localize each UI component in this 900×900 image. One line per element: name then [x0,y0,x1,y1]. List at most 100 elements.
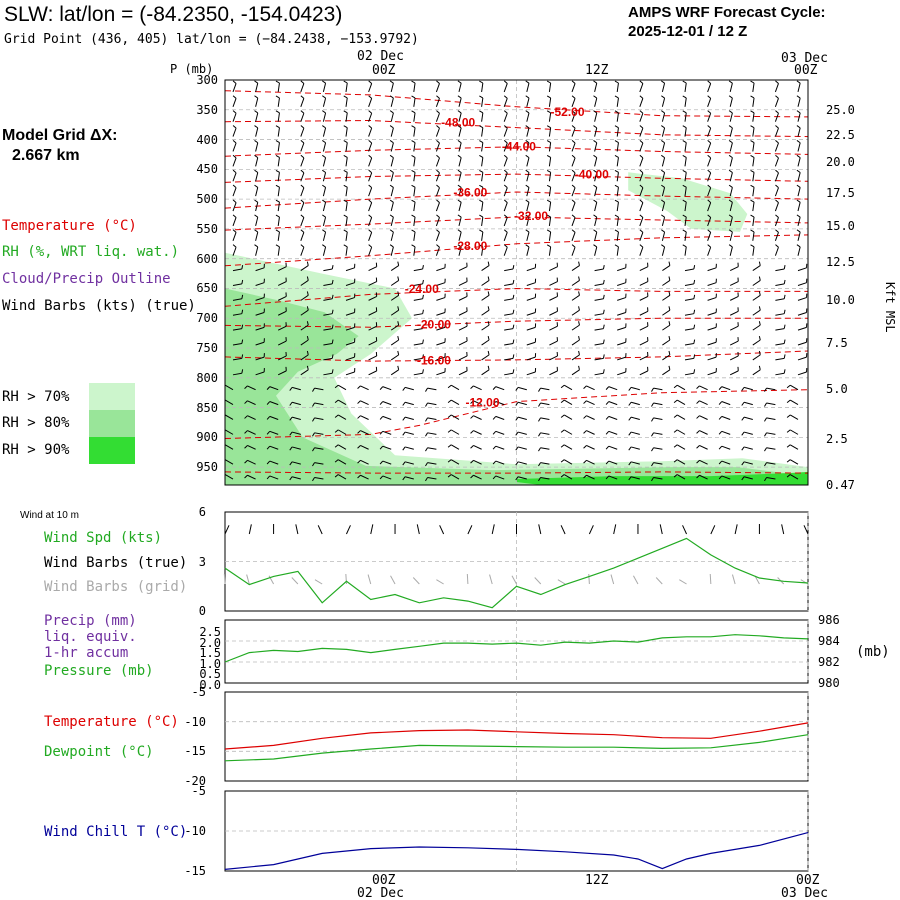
wind-barb [797,312,807,316]
wind-barb [481,82,484,92]
wind-barb [729,187,733,197]
wind-barb [436,371,446,376]
wind-barb [404,446,414,450]
wind-barb [458,266,468,272]
isotherm-line [225,471,808,474]
pressure-tick-750: 750 [196,341,218,355]
wind-barb-feather [512,369,515,374]
wind-barb [729,340,739,346]
wind-barb [458,172,462,182]
wind-barb [707,312,717,316]
surface-wind-barb-true [467,525,473,535]
wind-barb-feather [605,386,610,390]
wind-barb [774,247,779,256]
wind-barb [291,386,301,391]
wind-barb [662,339,671,346]
wind-barb-feather [764,462,767,467]
wind-barb [752,142,755,152]
wind-barb-feather [775,244,779,248]
wind-barb [684,142,687,152]
wind-barb [775,313,785,316]
wind-barb [390,157,394,167]
wind-barb [322,187,327,197]
wind-barb-feather [538,477,541,482]
wind-barb-feather [525,110,530,114]
wind-barb [684,357,694,361]
wind-barb-feather [306,291,309,296]
wind-barb [300,157,305,167]
wind-barb [526,341,536,346]
wind-barb [481,127,484,137]
wind-barb-feather [512,309,515,314]
wind-barb-feather [741,401,745,406]
wind-barb [594,342,604,346]
wind-barb-feather [571,125,576,129]
wind-barb [360,430,369,435]
wind-barb-feather [470,415,474,419]
wind-barb-feather [368,244,373,248]
wind-barb-feather [682,244,687,248]
wind-barb-feather [331,339,334,344]
wind-barb [571,339,580,346]
wind-barb [322,127,327,137]
wind-barb-feather [571,184,576,189]
wind-barb [549,355,558,361]
wind-barb-feather [457,184,462,188]
wind-barb-feather [422,324,424,329]
wind-barb [676,384,686,391]
wind-barb [504,283,514,286]
wind-barb-feather [322,110,326,114]
wind-barb-feather [707,199,712,203]
wind-barb [775,328,785,331]
wind-barb-feather [470,430,474,434]
wind-barb [277,246,280,256]
wind-barb-feather [368,140,373,144]
wind-barb-feather [244,474,248,479]
wind-barb-feather [322,184,326,188]
wind-barb-feather [525,125,530,129]
wind-barb [255,187,259,197]
wind-barb-feather [411,80,416,84]
wind-barb [255,297,265,301]
wind-barb [360,400,369,406]
wind-barb-feather [651,477,654,482]
wind-barb [390,83,394,93]
wind-barb-feather [457,125,462,129]
wind-barb-feather [422,279,424,285]
wind-barb [368,340,377,346]
wind-barb [481,187,484,197]
wind-barb [653,417,663,420]
wind-barb [549,325,558,331]
pressure-tick-450: 450 [196,162,218,177]
wind-barb [752,265,761,272]
wind-barb [382,401,392,406]
wind-barb [345,231,348,241]
precip-tick-0.0: 0.0 [199,677,221,692]
wind-barb-feather [487,291,490,296]
wind-barb-feather [312,447,315,452]
surface-wind-barb-grid [709,573,712,585]
wind-barb [549,266,558,272]
wind-barb [247,400,256,406]
wind-barb-feather [783,265,786,270]
wind-barb [323,328,333,331]
wind-barb [676,474,686,480]
wind-barb [594,217,598,227]
wind-barb-feather [368,110,373,114]
wind-barb-feather [232,184,237,189]
pressure-axis-label: P (mb) [170,62,214,76]
wind-barb [345,112,348,122]
wind-barb-feather [470,400,474,404]
dewpoint-line [224,734,809,762]
wind-barb-feather [560,414,565,418]
wind-barb-feather [244,445,248,449]
wind-barb [662,354,671,361]
wind-barb [571,324,580,331]
wind-barb-feather [628,401,632,406]
rh90-label: RH > 90% [2,442,70,458]
wind-barb-feather [306,321,309,326]
wind-barb-feather [479,229,484,233]
wind-barb [322,157,327,167]
wind-barb [789,429,799,435]
wind-barb [752,202,755,212]
